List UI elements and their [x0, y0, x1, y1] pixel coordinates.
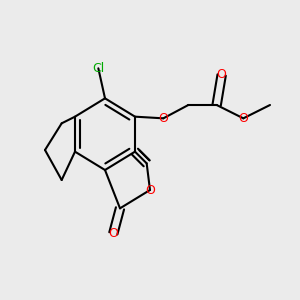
- Text: O: O: [217, 68, 226, 82]
- Text: O: O: [238, 112, 248, 125]
- Text: Cl: Cl: [92, 62, 104, 75]
- Text: O: O: [158, 112, 168, 125]
- Text: O: O: [108, 227, 118, 240]
- Text: O: O: [145, 184, 155, 196]
